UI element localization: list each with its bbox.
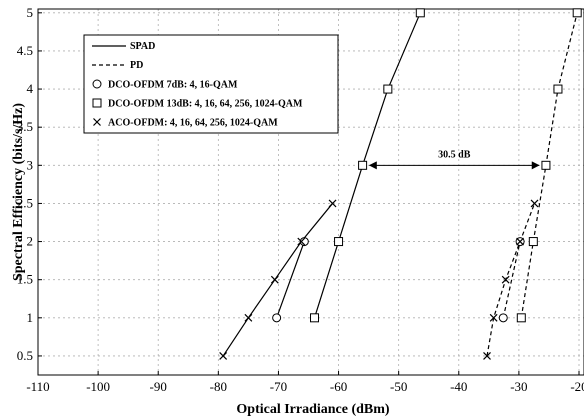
- legend-entry: ACO-OFDM: 4, 16, 64, 256, 1024-QAM: [93, 118, 278, 129]
- legend-entry: DCO-OFDM 13dB: 4, 16, 64, 256, 1024-QAM: [92, 98, 303, 110]
- y-tick-label: 3: [27, 157, 34, 172]
- legend-label: PD: [130, 60, 143, 71]
- data-point-x: [501, 275, 510, 284]
- data-point-circle: [498, 313, 508, 323]
- data-point-x: [219, 352, 228, 360]
- markers-group: [219, 8, 582, 360]
- x-tick-label: -60: [330, 379, 347, 394]
- data-point-square: [553, 84, 563, 94]
- data-point-x: [483, 352, 491, 360]
- x-tick-label: -50: [390, 379, 407, 394]
- y-tick-label: 2: [27, 234, 34, 249]
- axis-ticks: -110 -100 -90 -80 -70 -60 -50 -40 -30 -20 0.5 1 1.5 2…: [17, 5, 584, 394]
- legend-marker-square: [92, 98, 102, 108]
- series-line-pd-circle: [502, 241, 521, 318]
- x-tick-label: -20: [570, 379, 584, 394]
- legend-entry: DCO-OFDM 7dB: 4, 16-QAM: [92, 79, 238, 91]
- x-tick-label: -90: [150, 379, 167, 394]
- series-line-spad-circle: [276, 241, 305, 319]
- x-axis-title: Optical Irradiance (dBm): [236, 402, 390, 417]
- y-tick-label: 1: [27, 310, 34, 325]
- data-point-x: [328, 199, 337, 208]
- data-point-square: [383, 84, 393, 94]
- data-point-square: [310, 313, 320, 323]
- y-tick-label: 0.5: [17, 348, 33, 363]
- data-point-x: [244, 313, 253, 322]
- legend-label: DCO-OFDM 13dB: 4, 16, 64, 256, 1024-QAM: [108, 99, 303, 110]
- y-tick-label: 4: [27, 81, 34, 96]
- legend-marker-circle: [92, 79, 102, 89]
- x-tick-label: -100: [86, 379, 110, 394]
- y-tick-label: 2.5: [17, 195, 33, 210]
- data-point-square: [358, 160, 368, 170]
- data-point-circle: [272, 313, 282, 323]
- data-point-square: [572, 8, 582, 18]
- x-tick-label: -110: [26, 379, 49, 394]
- legend-label: DCO-OFDM 7dB: 4, 16-QAM: [108, 80, 238, 91]
- legend-box: [83, 34, 339, 134]
- y-tick-label: 3.5: [17, 119, 33, 134]
- data-point-x: [530, 199, 539, 208]
- x-tick-label: -70: [270, 379, 287, 394]
- data-point-circle: [299, 237, 309, 247]
- x-tick-label: -80: [210, 379, 227, 394]
- data-point-square: [334, 237, 344, 247]
- x-tick-label: -30: [510, 379, 527, 394]
- legend-label: ACO-OFDM: 4, 16, 64, 256, 1024-QAM: [108, 118, 278, 129]
- y-tick-label: 1.5: [17, 272, 33, 287]
- annotation-label: 30.5 dB: [438, 149, 471, 160]
- x-tick-label: -40: [450, 379, 467, 394]
- y-axis-title: Spectral Efficiency (bits/s/Hz): [11, 103, 26, 281]
- data-point-square: [541, 160, 551, 170]
- legend-entry: SPAD: [92, 41, 155, 52]
- y-tick-label: 4.5: [17, 43, 33, 58]
- data-point-x: [516, 237, 525, 246]
- annotation: 30.5 dB: [368, 149, 540, 170]
- data-point-square: [528, 237, 538, 247]
- data-point-x: [270, 275, 279, 284]
- legend-entry: PD: [92, 60, 143, 71]
- data-point-square: [516, 313, 526, 323]
- legend: SPAD PD DCO-OFDM 7dB: 4, 16-QAM DCO-OFDM 13…: [83, 34, 339, 134]
- legend-label: SPAD: [130, 41, 155, 52]
- data-point-square: [415, 8, 425, 18]
- y-tick-label: 5: [27, 5, 34, 20]
- data-point-x: [489, 313, 498, 322]
- legend-marker-x: [93, 118, 101, 126]
- plot-frame: [37, 8, 584, 376]
- data-point-x: [297, 237, 306, 246]
